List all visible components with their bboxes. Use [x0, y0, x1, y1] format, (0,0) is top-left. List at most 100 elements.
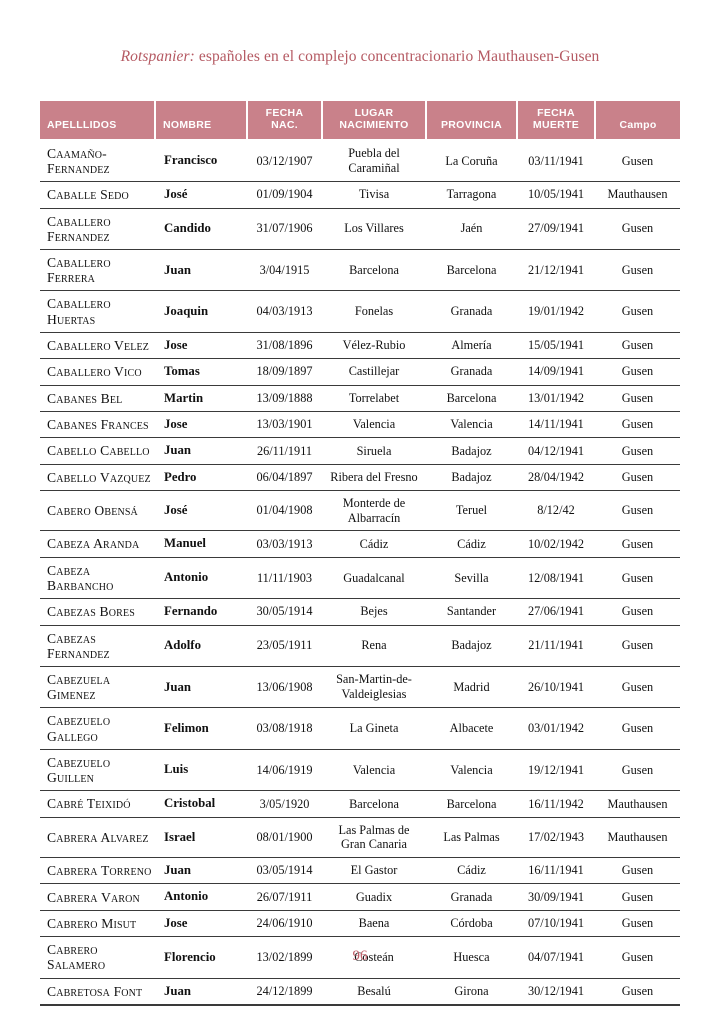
table-row: Cabretosa Font Juan 24/12/1899 Besalú Girona…: [40, 978, 680, 1006]
cell-lugar: Valencia: [322, 411, 426, 439]
cell-provincia: Madrid: [426, 666, 517, 709]
cell-nombre: Israel: [155, 817, 247, 859]
cell-apellidos: Cabeza Barbancho: [40, 557, 155, 600]
cell-provincia: Albacete: [426, 707, 517, 750]
cell-nombre: José: [155, 490, 247, 532]
cell-lugar: Costeán: [322, 936, 426, 979]
cell-campo: Gusen: [595, 883, 680, 911]
table-row: Cabré Teixidó Cristobal 3/05/1920 Barcelona…: [40, 790, 680, 818]
cell-provincia: Córdoba: [426, 910, 517, 938]
cell-nombre: Antonio: [155, 883, 247, 911]
cell-fecha_nac: 03/08/1918: [247, 707, 322, 750]
cell-fecha_nac: 18/09/1897: [247, 358, 322, 386]
cell-fecha_nac: 3/04/1915: [247, 249, 322, 292]
cell-apellidos: Cabezas Fernandez: [40, 625, 155, 667]
cell-nombre: José: [155, 181, 247, 209]
table-row: Cabrero Salamero Florencio 13/02/1899 Coste…: [40, 936, 680, 979]
cell-fecha_nac: 01/04/1908: [247, 490, 322, 532]
cell-lugar: Castillejar: [322, 358, 426, 386]
cell-campo: Gusen: [595, 625, 680, 667]
cell-lugar: Bejes: [322, 598, 426, 626]
cell-lugar: Vélez-Rubio: [322, 332, 426, 360]
cell-fecha_nac: 13/02/1899: [247, 936, 322, 979]
cell-fecha_nac: 23/05/1911: [247, 625, 322, 667]
cell-fecha_mue: 30/09/1941: [517, 883, 595, 911]
cell-fecha_nac: 30/05/1914: [247, 598, 322, 626]
cell-apellidos: Cabré Teixidó: [40, 790, 155, 818]
cell-fecha_mue: 17/02/1943: [517, 817, 595, 859]
cell-nombre: Francisco: [155, 139, 247, 183]
table-row: Cabezuelo Gallego Felimon 03/08/1918 La Gin…: [40, 707, 680, 750]
cell-campo: Gusen: [595, 978, 680, 1006]
running-head-text: españoles en el complejo concentracionar…: [194, 48, 600, 65]
cell-fecha_mue: 28/04/1942: [517, 464, 595, 491]
table-row: Cabanes Bel Martin 13/09/1888 Torrelabet Bar…: [40, 385, 680, 412]
table-header-row: APELLLIDOS NOMBRE FECHA NAC. LUGAR NACIMIE…: [40, 101, 680, 141]
cell-fecha_nac: 31/08/1896: [247, 332, 322, 360]
cell-apellidos: Caballero Velez: [40, 332, 155, 360]
cell-lugar: Las Palmas de Gran Canaria: [322, 817, 426, 859]
cell-fecha_nac: 24/06/1910: [247, 910, 322, 938]
cell-fecha_nac: 03/12/1907: [247, 139, 322, 183]
cell-lugar: Barcelona: [322, 249, 426, 292]
cell-provincia: Barcelona: [426, 385, 517, 412]
cell-fecha_mue: 21/12/1941: [517, 249, 595, 292]
table-row: Caballero Velez Jose 31/08/1896 Vélez-Rubio…: [40, 332, 680, 360]
cell-fecha_nac: 26/07/1911: [247, 883, 322, 911]
cell-campo: Gusen: [595, 666, 680, 709]
cell-fecha_mue: 26/10/1941: [517, 666, 595, 709]
cell-fecha_mue: 03/11/1941: [517, 139, 595, 183]
cell-provincia: Granada: [426, 290, 517, 333]
column-header-fecha-muerte: FECHA MUERTE: [517, 101, 596, 141]
cell-apellidos: Caamaño-Fernandez: [40, 139, 155, 183]
cell-fecha_mue: 14/09/1941: [517, 358, 595, 386]
cell-lugar: Tivisa: [322, 181, 426, 209]
column-header-provincia: PROVINCIA: [426, 101, 518, 141]
cell-lugar: Puebla del Caramiñal: [322, 139, 426, 183]
cell-apellidos: Cabello Cabello: [40, 437, 155, 465]
cell-campo: Gusen: [595, 411, 680, 439]
table-row: Caballe Sedo José 01/09/1904 Tivisa Tarragon…: [40, 181, 680, 209]
cell-fecha_nac: 11/11/1903: [247, 557, 322, 600]
cell-fecha_nac: 26/11/1911: [247, 437, 322, 465]
cell-nombre: Martin: [155, 385, 247, 412]
cell-provincia: La Coruña: [426, 139, 517, 183]
table-row: Caballero Vico Tomas 18/09/1897 Castillejar…: [40, 358, 680, 386]
cell-apellidos: Caballero Vico: [40, 358, 155, 386]
cell-campo: Mauthausen: [595, 181, 680, 209]
cell-nombre: Felimon: [155, 707, 247, 750]
cell-provincia: Almería: [426, 332, 517, 360]
cell-campo: Gusen: [595, 385, 680, 412]
cell-campo: Gusen: [595, 749, 680, 792]
table-row: Cabero Obensá José 01/04/1908 Monterde de A…: [40, 490, 680, 532]
cell-provincia: Cádiz: [426, 530, 517, 558]
cell-nombre: Jose: [155, 910, 247, 938]
cell-fecha_nac: 31/07/1906: [247, 208, 322, 250]
table-row: Cabeza Barbancho Antonio 11/11/1903 Guadalc…: [40, 557, 680, 600]
cell-lugar: Guadalcanal: [322, 557, 426, 600]
cell-fecha_mue: 21/11/1941: [517, 625, 595, 667]
cell-campo: Gusen: [595, 857, 680, 885]
cell-fecha_nac: 04/03/1913: [247, 290, 322, 333]
column-header-lugar-nacimiento: LUGAR NACIMIENTO: [322, 101, 427, 141]
cell-nombre: Juan: [155, 437, 247, 465]
cell-apellidos: Cabezas Bores: [40, 598, 155, 626]
cell-campo: Gusen: [595, 707, 680, 750]
cell-lugar: Siruela: [322, 437, 426, 465]
cell-lugar: Barcelona: [322, 790, 426, 818]
table-row: Cabezas Fernandez Adolfo 23/05/1911 Rena Bad…: [40, 625, 680, 667]
cell-campo: Gusen: [595, 208, 680, 250]
cell-fecha_mue: 16/11/1941: [517, 857, 595, 885]
cell-provincia: Teruel: [426, 490, 517, 532]
running-head: Rotspanier: españoles en el complejo con…: [0, 48, 720, 66]
cell-fecha_mue: 19/01/1942: [517, 290, 595, 333]
cell-fecha_nac: 3/05/1920: [247, 790, 322, 818]
cell-campo: Gusen: [595, 936, 680, 979]
cell-fecha_nac: 03/05/1914: [247, 857, 322, 885]
cell-provincia: Barcelona: [426, 249, 517, 292]
table-row: Cabeza Aranda Manuel 03/03/1913 Cádiz Cádiz 1…: [40, 530, 680, 558]
cell-fecha_mue: 07/10/1941: [517, 910, 595, 938]
cell-apellidos: Caballero Huertas: [40, 290, 155, 333]
cell-campo: Gusen: [595, 490, 680, 532]
